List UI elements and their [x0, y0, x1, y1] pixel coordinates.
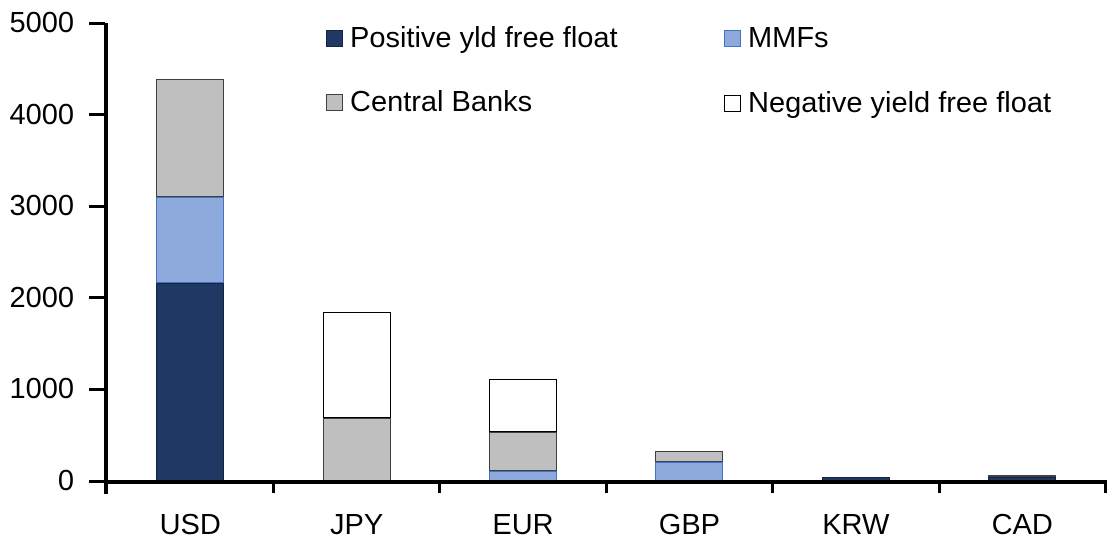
x-tick — [271, 483, 275, 493]
y-tick — [89, 296, 105, 300]
y-tick-label: 3000 — [9, 190, 74, 223]
x-tick — [1103, 483, 1107, 493]
x-tick — [438, 483, 442, 493]
legend-label-negative: Negative yield free float — [748, 87, 1052, 119]
x-tick — [604, 483, 608, 493]
y-tick — [89, 113, 105, 117]
bar-segment — [322, 312, 391, 418]
legend-item-negative: Negative yield free float — [724, 86, 1051, 120]
y-tick — [89, 479, 105, 483]
bar-segment — [489, 379, 557, 432]
bar-segment — [156, 283, 225, 481]
x-tick — [771, 483, 775, 493]
legend-label-positive: Positive yld free float — [350, 22, 618, 54]
legend-swatch-positive — [326, 29, 343, 47]
bar-segment — [156, 197, 225, 284]
x-category-label: JPY — [330, 509, 384, 541]
bar-segment — [655, 461, 724, 481]
x-tick — [937, 483, 941, 493]
legend-swatch-mmfs — [724, 29, 741, 47]
bar-segment — [655, 450, 724, 462]
x-category-label: USD — [159, 509, 221, 541]
bar-segment — [322, 417, 391, 481]
legend-swatch-negative — [724, 94, 741, 112]
x-axis-line — [104, 480, 1107, 484]
x-category-label: GBP — [658, 509, 721, 541]
y-tick-label: 4000 — [9, 98, 74, 131]
y-axis-line — [104, 23, 108, 494]
y-tick-label: 2000 — [9, 281, 74, 314]
legend-item-central-banks: Central Banks — [326, 85, 532, 119]
bar-segment — [489, 431, 557, 471]
y-tick-label: 1000 — [9, 373, 74, 406]
y-tick — [89, 204, 105, 208]
y-tick-label: 5000 — [9, 7, 74, 39]
legend-item-positive: Positive yld free float — [326, 21, 618, 55]
legend-swatch-central-banks — [326, 93, 343, 111]
legend-label-central-banks: Central Banks — [350, 86, 533, 118]
x-category-label: CAD — [991, 509, 1053, 541]
y-tick — [89, 387, 105, 391]
x-category-label: KRW — [822, 509, 890, 541]
legend-item-mmfs: MMFs — [724, 21, 829, 55]
bar-segment — [988, 475, 1057, 478]
bar-segment — [156, 78, 225, 198]
y-tick-label: 0 — [57, 465, 74, 497]
y-tick — [89, 21, 105, 25]
x-category-label: EUR — [492, 509, 554, 541]
legend-label-mmfs: MMFs — [748, 22, 829, 54]
